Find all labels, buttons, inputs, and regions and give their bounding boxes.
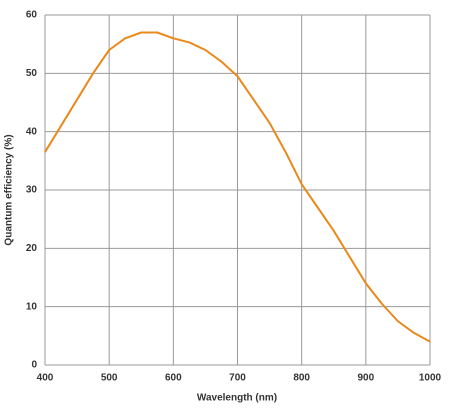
data-line [44,31,431,343]
x-tick-label: 800 [293,373,310,384]
x-tick-label: 500 [101,373,118,384]
y-tick-label: 30 [26,185,38,196]
y-tick-label: 0 [31,360,37,371]
x-tick-label: 400 [37,373,54,384]
y-tick-label: 20 [26,243,38,254]
y-tick-label: 60 [26,10,38,21]
x-tick-label: 1000 [419,373,442,384]
x-tick-label: 600 [165,373,182,384]
y-tick-label: 40 [26,126,38,137]
x-axis-title: Wavelength (nm) [197,393,277,404]
y-axis-title: Quantum efficiency (%) [4,134,15,245]
x-tick-label: 900 [357,373,374,384]
y-tick-label: 50 [26,68,38,79]
x-tick-label: 700 [229,373,246,384]
y-tick-label: 10 [26,301,38,312]
